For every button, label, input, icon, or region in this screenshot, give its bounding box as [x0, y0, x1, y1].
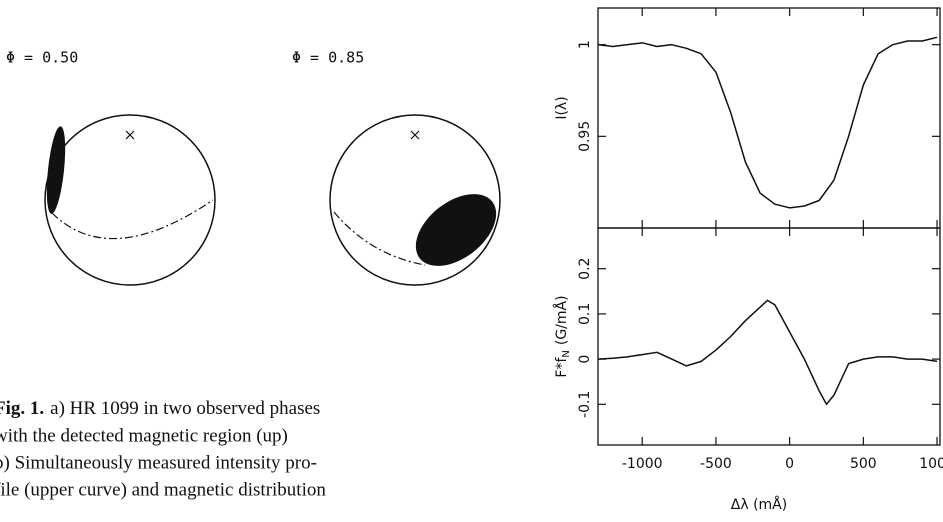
data-line: [597, 36, 938, 209]
phase-label: Φ = 0.50: [6, 49, 78, 67]
y-axis-label: F*fN (G/mÅ): [553, 295, 572, 377]
y-axis-label-text: I(λ): [554, 96, 570, 119]
plot-frame: [597, 7, 941, 229]
magnetic-spot: [415, 194, 497, 266]
x-tick-label: -1000: [622, 456, 663, 472]
plot-frame: [597, 227, 941, 446]
caption-line: Fig. 1. a) HR 1099 in two observed phases: [0, 398, 320, 419]
phase-label: Φ = 0.85: [292, 49, 364, 67]
star-diagram: [329, 114, 501, 286]
caption-line: b) Simultaneously measured intensity pro…: [0, 452, 317, 473]
y-tick-label: 1: [577, 40, 593, 49]
y-tick-label: 0.1: [577, 303, 593, 325]
caption-line: file (upper curve) and magnetic distribu…: [0, 479, 326, 500]
magnetic-spot: [46, 126, 66, 214]
star-disk: [44, 114, 216, 286]
star-disk: [329, 114, 501, 286]
y-tick-label: 0.95: [577, 121, 593, 152]
star-diagram: [44, 114, 216, 286]
caption-label: Fig. 1.: [0, 398, 44, 419]
y-axis-label: I(λ): [554, 96, 570, 119]
y-axis-label-unit: (G/mÅ): [553, 295, 570, 345]
x-tick-label: 1000: [919, 456, 943, 472]
data-line: [597, 299, 938, 406]
caption-text: a) HR 1099 in two observed phases: [50, 398, 320, 419]
pole-marker: [125, 130, 135, 140]
y-tick-label: -0.1: [577, 391, 593, 418]
caption-line: with the detected magnetic region (up): [0, 425, 288, 446]
y-tick-label: 0.2: [577, 258, 593, 280]
charts: 0.95 1 I(λ) -0.1 0 0.1 0.2 -1000 -500 0 500 1000 F*f…: [553, 7, 943, 513]
equator-line: [51, 199, 214, 240]
pole-marker: [410, 130, 420, 140]
y-axis-label-text: F*f: [554, 357, 570, 378]
y-axis-label-sub: N: [561, 350, 572, 357]
x-axis-label: Δλ (mÅ): [731, 496, 787, 513]
x-tick-label: -500: [700, 456, 732, 472]
equator-line: [333, 211, 426, 266]
x-tick-label: 0: [785, 456, 794, 472]
y-tick-label: 0: [577, 355, 593, 364]
x-tick-label: 500: [850, 456, 877, 472]
